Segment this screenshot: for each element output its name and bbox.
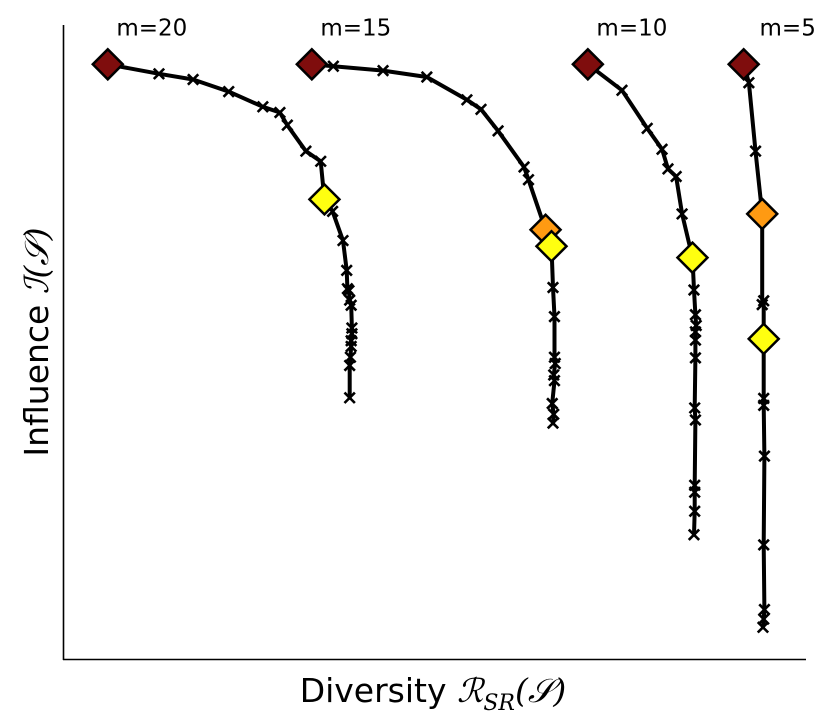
data-point-m-5 <box>749 145 762 158</box>
plot-area: m=20 m=15 m=10 m=5 <box>91 15 816 634</box>
data-point-m-15 <box>549 357 562 370</box>
series-line-m-5 <box>741 62 767 630</box>
data-point-m-15 <box>460 93 474 106</box>
data-point-m-10 <box>688 486 701 499</box>
data-point-m-15 <box>546 417 560 430</box>
data-point-m-10 <box>689 351 702 364</box>
data-point-m-10 <box>641 122 654 135</box>
diamond-marker-yellow-m-10 <box>675 240 710 275</box>
data-point-m-20 <box>273 106 287 119</box>
data-point-m-15 <box>546 281 560 294</box>
data-point-m-10 <box>615 84 629 97</box>
x-axis-title: Diversity ℛSR(𝒮) <box>300 671 567 716</box>
data-point-m-20 <box>336 234 350 247</box>
data-point-m-20 <box>345 340 358 353</box>
diamond-marker-start-m-5 <box>726 47 761 82</box>
data-point-m-15 <box>548 310 561 323</box>
data-point-m-15 <box>517 160 531 174</box>
series-m-5: m=5 <box>726 15 816 634</box>
data-point-m-10 <box>689 308 702 321</box>
diamond-marker-orange-m-5 <box>745 197 779 231</box>
data-point-m-15 <box>548 374 561 387</box>
data-point-m-20 <box>340 264 353 277</box>
data-point-m-15 <box>327 60 340 73</box>
diamond-marker-yellow-m-5 <box>746 322 781 356</box>
data-point-m-5 <box>756 621 770 634</box>
data-point-m-15 <box>420 70 433 84</box>
data-point-m-20 <box>343 359 356 372</box>
data-point-m-10 <box>689 333 702 347</box>
series-label-m-10: m=10 <box>596 15 667 41</box>
data-point-m-20 <box>345 299 358 312</box>
data-point-m-20 <box>222 85 235 98</box>
data-point-m-15 <box>376 64 390 77</box>
data-point-m-20 <box>152 67 166 80</box>
data-point-m-5 <box>758 450 771 463</box>
diamond-marker-start-m-10 <box>571 47 605 82</box>
diamond-marker-yellow-m-15 <box>534 229 569 264</box>
data-point-m-20 <box>343 391 356 404</box>
diamond-marker-start-m-15 <box>295 47 329 82</box>
series-line-m-20 <box>105 62 354 400</box>
data-point-m-5 <box>757 294 770 307</box>
data-point-m-15 <box>546 397 559 410</box>
series-m-20: m=20 <box>91 15 359 404</box>
series-m-15: m=15 <box>295 15 569 430</box>
data-point-m-20 <box>281 119 294 132</box>
data-point-m-10 <box>655 143 669 156</box>
data-point-m-15 <box>474 103 488 116</box>
y-axis-title: Influence ℐ(𝒮) <box>17 227 56 456</box>
data-point-m-5 <box>757 538 770 551</box>
data-point-m-20 <box>256 100 269 113</box>
data-point-m-10 <box>688 505 701 518</box>
data-point-m-10 <box>687 283 701 297</box>
diamond-marker-start-m-20 <box>91 47 125 82</box>
data-point-m-5 <box>757 399 770 412</box>
diamond-marker-yellow-m-20 <box>307 182 342 217</box>
data-point-m-10 <box>688 401 701 415</box>
series-label-m-5: m=5 <box>760 15 816 41</box>
data-point-m-20 <box>314 155 327 168</box>
series-m-10: m=10 <box>571 15 710 541</box>
axes <box>62 25 806 661</box>
data-point-m-10 <box>675 207 689 221</box>
series-label-m-15: m=15 <box>320 15 391 41</box>
data-point-m-20 <box>299 145 313 158</box>
data-point-m-10 <box>670 170 683 183</box>
series-label-m-20: m=20 <box>116 15 187 41</box>
data-point-m-15 <box>522 173 535 186</box>
data-point-m-10 <box>687 528 701 541</box>
data-point-m-20 <box>186 73 200 86</box>
data-point-m-15 <box>491 124 505 137</box>
data-point-m-10 <box>689 413 702 427</box>
series-line-m-10 <box>585 62 699 537</box>
